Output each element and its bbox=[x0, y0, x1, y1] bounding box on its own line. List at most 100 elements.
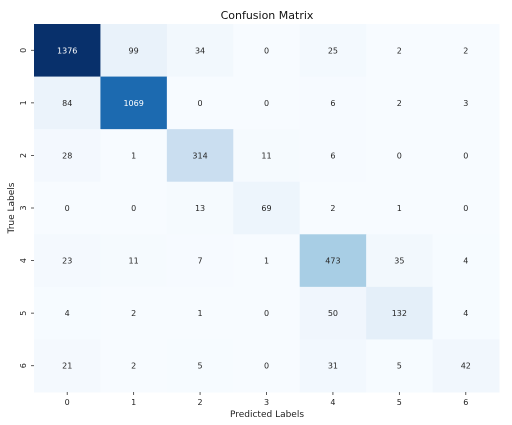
cell-value-1-4: 6 bbox=[330, 99, 335, 108]
y-axis-label: True Labels bbox=[7, 182, 17, 234]
heatmap-cell-5-2 bbox=[166, 286, 234, 340]
y-axis-ticks: 0 1 2 3 4 5 6 bbox=[19, 48, 34, 368]
x-tick-label-5: 5 bbox=[397, 398, 402, 407]
heatmap-cell-0-6 bbox=[432, 24, 500, 78]
cell-value-5-3: 0 bbox=[264, 309, 269, 318]
heatmap-cell-3-1 bbox=[100, 181, 168, 235]
x-tick-label-0: 0 bbox=[65, 398, 70, 407]
cell-value-4-5: 35 bbox=[394, 257, 404, 266]
y-tick-label-2: 2 bbox=[19, 153, 28, 158]
cell-value-4-0: 23 bbox=[62, 257, 72, 266]
cell-value-2-5: 0 bbox=[397, 151, 402, 160]
cell-value-3-1: 0 bbox=[131, 204, 136, 213]
heatmap-cell-4-3 bbox=[233, 234, 301, 288]
heatmap-cell-5-5 bbox=[366, 286, 434, 340]
y-tick-label-3: 3 bbox=[19, 205, 28, 210]
heatmap-cell-4-0 bbox=[34, 234, 101, 288]
heatmap-cell-1-0 bbox=[34, 76, 101, 130]
cell-value-3-3: 69 bbox=[261, 204, 271, 213]
cell-value-6-6: 42 bbox=[461, 362, 471, 371]
cell-value-2-1: 1 bbox=[131, 151, 136, 160]
y-tick-label-5: 5 bbox=[19, 311, 28, 316]
heatmap-cell-4-2 bbox=[166, 234, 234, 288]
cell-value-4-4: 473 bbox=[325, 257, 340, 266]
heatmap-cell-2-0 bbox=[34, 129, 101, 183]
cell-value-2-2: 314 bbox=[192, 151, 207, 160]
heatmap-cell-5-1 bbox=[100, 286, 168, 340]
cell-value-2-6: 0 bbox=[463, 151, 468, 160]
x-tick-label-2: 2 bbox=[198, 398, 203, 407]
cell-value-1-6: 3 bbox=[463, 99, 468, 108]
heatmap-cell-6-6 bbox=[432, 339, 500, 393]
heatmap-cell-6-2 bbox=[166, 339, 234, 393]
chart-title: Confusion Matrix bbox=[221, 9, 314, 22]
cell-value-3-6: 0 bbox=[463, 204, 468, 213]
heatmap-cell-5-0 bbox=[34, 286, 101, 340]
cell-value-1-2: 0 bbox=[198, 99, 203, 108]
x-tick-label-4: 4 bbox=[330, 398, 335, 407]
cell-value-4-3: 1 bbox=[264, 257, 269, 266]
cell-value-0-4: 25 bbox=[328, 46, 338, 55]
heatmap-cell-1-6 bbox=[432, 76, 500, 130]
heatmap-cell-1-5 bbox=[366, 76, 434, 130]
heatmap-cell-3-0 bbox=[34, 181, 101, 235]
heatmap-cell-0-4 bbox=[299, 24, 367, 78]
cell-value-2-4: 6 bbox=[330, 151, 335, 160]
heatmap-cell-0-5 bbox=[366, 24, 434, 78]
y-tick-label-0: 0 bbox=[19, 48, 28, 53]
cell-value-5-4: 50 bbox=[328, 309, 338, 318]
cell-value-6-2: 5 bbox=[198, 362, 203, 371]
cell-value-6-5: 5 bbox=[397, 362, 402, 371]
x-axis-label: Predicted Labels bbox=[230, 410, 304, 420]
cell-value-5-2: 1 bbox=[198, 309, 203, 318]
heatmap-cell-3-5 bbox=[366, 181, 434, 235]
heatmap-cell-4-4 bbox=[299, 234, 367, 288]
cell-value-3-0: 0 bbox=[65, 204, 70, 213]
cell-value-4-6: 4 bbox=[463, 257, 468, 266]
x-tick-label-3: 3 bbox=[264, 398, 269, 407]
heatmap-cell-1-2 bbox=[166, 76, 234, 130]
cell-value-0-0: 1376 bbox=[57, 46, 77, 55]
heatmap-cell-5-3 bbox=[233, 286, 301, 340]
heatmap-cell-2-4 bbox=[299, 129, 367, 183]
cell-value-4-1: 11 bbox=[129, 257, 139, 266]
cell-value-6-3: 0 bbox=[264, 362, 269, 371]
cell-value-2-0: 28 bbox=[62, 151, 72, 160]
heatmap-cell-6-0 bbox=[34, 339, 101, 393]
heatmap-cell-1-1 bbox=[100, 76, 168, 130]
cell-value-6-1: 2 bbox=[131, 362, 136, 371]
heatmap-cell-3-3 bbox=[233, 181, 301, 235]
heatmap-cell-2-6 bbox=[432, 129, 500, 183]
cell-value-5-1: 2 bbox=[131, 309, 136, 318]
heatmap-cell-3-2 bbox=[166, 181, 234, 235]
heatmap-cell-6-1 bbox=[100, 339, 168, 393]
heatmap-cell-3-4 bbox=[299, 181, 367, 235]
heatmap-cell-0-0 bbox=[34, 24, 101, 78]
cell-value-3-2: 13 bbox=[195, 204, 205, 213]
heatmap-cell-0-1 bbox=[100, 24, 168, 78]
x-tick-label-1: 1 bbox=[131, 398, 136, 407]
cell-value-2-3: 11 bbox=[261, 151, 271, 160]
cell-value-6-4: 31 bbox=[328, 362, 338, 371]
heatmap-cell-2-1 bbox=[100, 129, 168, 183]
cell-value-0-1: 99 bbox=[129, 46, 139, 55]
cell-value-1-5: 2 bbox=[397, 99, 402, 108]
y-tick-label-4: 4 bbox=[19, 258, 28, 263]
heatmap-cell-2-2 bbox=[166, 129, 234, 183]
x-tick-label-6: 6 bbox=[463, 398, 468, 407]
heatmap-cell-1-4 bbox=[299, 76, 367, 130]
heatmap-cell-4-1 bbox=[100, 234, 168, 288]
cell-value-1-0: 84 bbox=[62, 99, 72, 108]
heatmap-cell-5-4 bbox=[299, 286, 367, 340]
cell-value-5-6: 4 bbox=[463, 309, 468, 318]
y-tick-label-1: 1 bbox=[19, 100, 28, 105]
heatmap-cells: 1376 99 34 0 25 2 284 1069 0 0 6 2 328 1 314 11 6 0 00 0 13 6… bbox=[34, 24, 500, 393]
cell-value-5-0: 4 bbox=[65, 309, 70, 318]
cell-value-1-3: 0 bbox=[264, 99, 269, 108]
cell-value-0-3: 0 bbox=[264, 46, 269, 55]
heatmap-cell-3-6 bbox=[432, 181, 500, 235]
heatmap-cell-6-4 bbox=[299, 339, 367, 393]
heatmap-cell-0-2 bbox=[166, 24, 234, 78]
heatmap-cell-5-6 bbox=[432, 286, 500, 340]
